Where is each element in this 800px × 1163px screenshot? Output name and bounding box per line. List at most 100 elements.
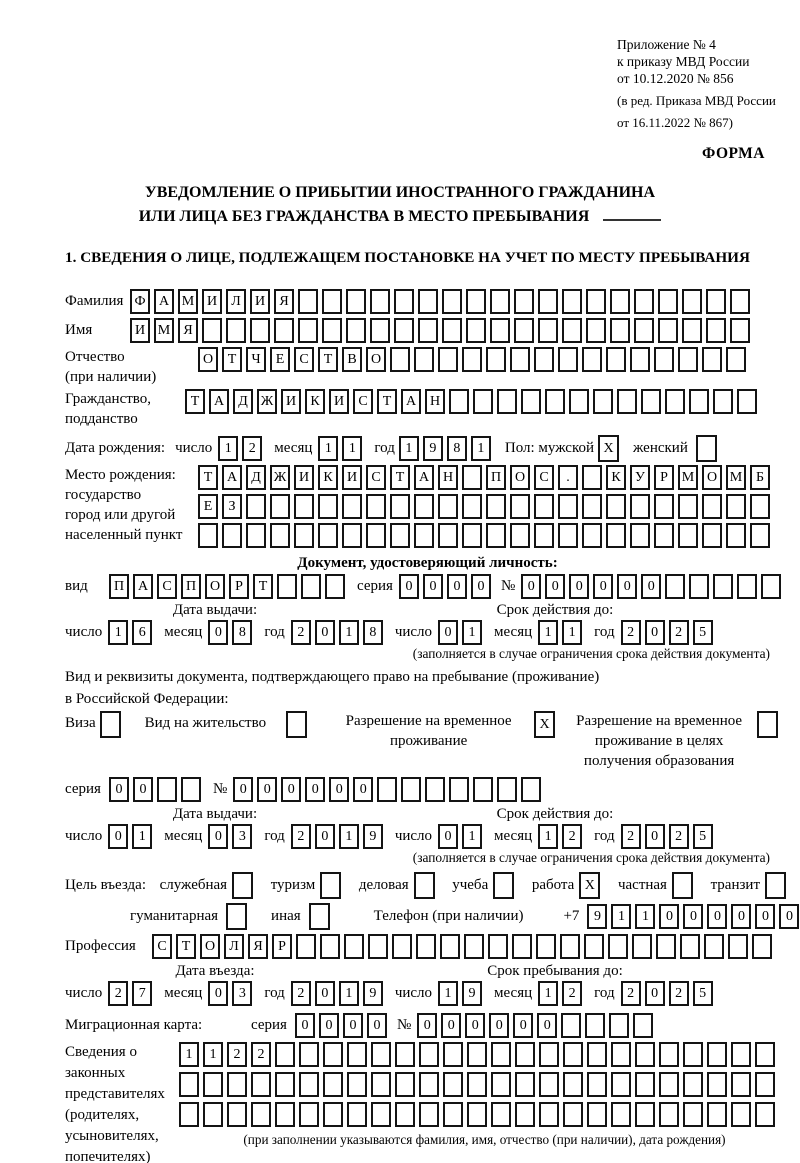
form-cell[interactable]: 0 — [545, 574, 566, 599]
form-cell[interactable] — [99, 711, 121, 738]
form-cell[interactable]: 5 — [692, 824, 713, 849]
form-cell[interactable]: 2 — [562, 981, 583, 1006]
form-cell[interactable] — [497, 389, 517, 414]
form-cell[interactable] — [493, 872, 515, 899]
form-cell[interactable] — [298, 289, 318, 314]
form-cell[interactable] — [232, 872, 254, 899]
form-cell[interactable] — [750, 494, 770, 519]
form-cell[interactable] — [654, 347, 674, 372]
form-cell[interactable] — [466, 289, 486, 314]
form-cell[interactable] — [462, 494, 482, 519]
form-cell[interactable]: Е — [270, 347, 290, 372]
form-cell[interactable]: 0 — [438, 620, 459, 645]
form-cell[interactable]: 1 — [611, 904, 632, 929]
form-cell[interactable]: Л — [226, 289, 246, 314]
form-cell[interactable]: М — [678, 465, 698, 490]
form-cell[interactable] — [226, 318, 246, 343]
form-cell[interactable] — [227, 1102, 247, 1127]
form-cell[interactable] — [558, 494, 578, 519]
form-cell[interactable]: 2 — [668, 824, 689, 849]
form-cell[interactable] — [425, 777, 446, 802]
form-cell[interactable]: К — [318, 465, 338, 490]
form-cell[interactable] — [726, 347, 746, 372]
form-cell[interactable] — [702, 347, 722, 372]
form-cell[interactable] — [414, 523, 434, 548]
form-cell[interactable] — [755, 1042, 775, 1067]
form-cell[interactable]: И — [130, 318, 150, 343]
form-cell[interactable]: А — [414, 465, 434, 490]
form-cell[interactable] — [702, 494, 722, 519]
form-cell[interactable] — [299, 1102, 319, 1127]
form-cell[interactable] — [765, 872, 786, 899]
sex-female-checkbox[interactable] — [695, 435, 721, 462]
form-cell[interactable] — [665, 574, 686, 599]
form-cell[interactable] — [490, 289, 510, 314]
form-cell[interactable] — [464, 934, 484, 959]
form-cell[interactable] — [413, 872, 435, 899]
form-cell[interactable] — [275, 1042, 295, 1067]
form-cell[interactable] — [390, 347, 410, 372]
form-cell[interactable] — [683, 1102, 703, 1127]
form-cell[interactable]: 0 — [342, 1013, 363, 1038]
form-cell[interactable]: О — [205, 574, 225, 599]
form-cell[interactable] — [641, 389, 661, 414]
form-cell[interactable] — [449, 389, 469, 414]
form-cell[interactable] — [390, 494, 410, 519]
form-cell[interactable]: 0 — [353, 777, 374, 802]
form-cell[interactable]: 1 — [203, 1042, 223, 1067]
form-cell[interactable] — [731, 1072, 751, 1097]
form-cell[interactable] — [534, 523, 554, 548]
form-cell[interactable]: Т — [390, 465, 410, 490]
form-cell[interactable] — [630, 347, 650, 372]
form-cell[interactable]: 8 — [232, 620, 253, 645]
form-cell[interactable]: 0 — [641, 574, 662, 599]
form-cell[interactable]: 2 — [290, 824, 311, 849]
form-cell[interactable] — [755, 1072, 775, 1097]
temp-residence-checkbox[interactable]: X — [534, 711, 559, 738]
form-cell[interactable] — [371, 1102, 391, 1127]
form-cell[interactable]: 1 — [338, 981, 359, 1006]
form-cell[interactable]: 0 — [683, 904, 704, 929]
form-cell[interactable] — [443, 1042, 463, 1067]
form-cell[interactable]: 2 — [620, 620, 641, 645]
form-cell[interactable]: М — [726, 465, 746, 490]
residence-permit-checkbox[interactable] — [286, 711, 311, 738]
form-cell[interactable] — [582, 347, 602, 372]
form-cell[interactable] — [514, 318, 534, 343]
form-cell[interactable]: 1 — [470, 436, 491, 461]
form-cell[interactable]: 1 — [635, 904, 656, 929]
form-cell[interactable]: 1 — [462, 620, 483, 645]
form-cell[interactable]: Е — [198, 494, 218, 519]
form-cell[interactable] — [563, 1042, 583, 1067]
form-cell[interactable] — [491, 1102, 511, 1127]
form-cell[interactable]: 2 — [108, 981, 129, 1006]
form-cell[interactable] — [366, 494, 386, 519]
form-cell[interactable] — [587, 1072, 607, 1097]
form-cell[interactable] — [442, 318, 462, 343]
form-cell[interactable] — [323, 1102, 343, 1127]
form-cell[interactable] — [394, 318, 414, 343]
form-cell[interactable] — [726, 494, 746, 519]
form-cell[interactable]: 0 — [593, 574, 614, 599]
form-cell[interactable]: . — [558, 465, 578, 490]
form-cell[interactable] — [611, 1042, 631, 1067]
form-cell[interactable] — [488, 934, 508, 959]
form-cell[interactable]: Н — [438, 465, 458, 490]
form-cell[interactable]: С — [366, 465, 386, 490]
form-cell[interactable] — [728, 934, 748, 959]
purpose-study-checkbox[interactable] — [493, 872, 518, 899]
form-cell[interactable]: М — [178, 289, 198, 314]
form-cell[interactable] — [296, 934, 316, 959]
form-cell[interactable] — [180, 777, 201, 802]
form-cell[interactable] — [671, 872, 693, 899]
form-cell[interactable]: Я — [274, 289, 294, 314]
form-cell[interactable] — [491, 1072, 511, 1097]
